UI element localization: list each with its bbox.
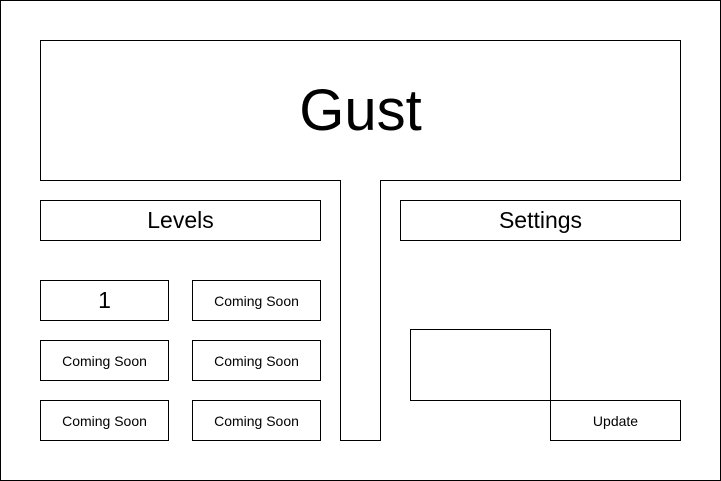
- settings-header: Settings: [400, 200, 681, 241]
- level-button-label: Coming Soon: [214, 412, 299, 429]
- levels-header: Levels: [40, 200, 321, 241]
- level-2-button[interactable]: Coming Soon: [192, 280, 321, 321]
- level-5-button[interactable]: Coming Soon: [40, 400, 169, 441]
- level-button-label: Coming Soon: [214, 292, 299, 309]
- level-button-label: Coming Soon: [62, 412, 147, 429]
- game-title-text: Gust: [299, 78, 422, 143]
- update-button[interactable]: Update: [550, 400, 681, 441]
- settings-header-label: Settings: [498, 207, 583, 233]
- level-1-button[interactable]: 1: [40, 280, 169, 321]
- levels-header-label: Levels: [147, 207, 214, 233]
- update-button-label: Update: [592, 412, 639, 429]
- level-button-label: Coming Soon: [214, 352, 299, 369]
- level-6-button[interactable]: Coming Soon: [192, 400, 321, 441]
- level-button-label: Coming Soon: [62, 352, 147, 369]
- settings-panel: [410, 329, 551, 401]
- game-title: Gust: [40, 40, 681, 181]
- divider-join: [341, 179, 379, 183]
- level-3-button[interactable]: Coming Soon: [40, 340, 169, 381]
- center-divider: [340, 180, 381, 441]
- level-4-button[interactable]: Coming Soon: [192, 340, 321, 381]
- level-button-label: 1: [98, 287, 111, 313]
